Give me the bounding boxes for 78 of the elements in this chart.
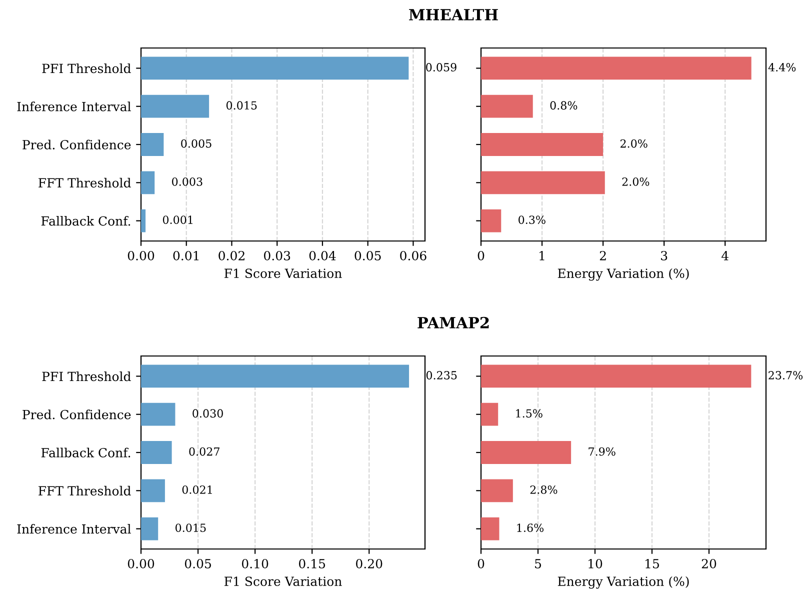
x-tick-label: 0.20 [356,558,382,568]
data-label: 2.8% [530,485,558,494]
y-tick-label: FFT Threshold [38,486,131,496]
x-tick-label: 1 [540,250,544,260]
x-tick-label: 0.15 [298,558,326,568]
x-tick-label: 0.03 [264,250,290,260]
x-axis-title: Energy Variation (%) [558,576,689,589]
y-tick-label: PFI Threshold [42,63,131,74]
bar [481,94,533,118]
x-tick-label: 0.05 [354,250,381,260]
data-label: 0.005 [181,139,212,148]
x-tick-label: 3 [661,250,668,260]
data-label: 23.7% [768,371,803,380]
x-tick-label: 20 [702,558,716,568]
x-tick-label: 0.02 [218,250,244,260]
x-tick-label: 0.10 [242,558,268,568]
x-tick-label: 0.00 [128,250,154,260]
bar [481,364,752,388]
x-axis-title: F1 Score Variation [224,576,342,586]
data-label: 0.001 [162,216,192,224]
bar [141,364,410,388]
bar [481,209,502,232]
data-label: 0.059 [426,63,456,72]
x-tick-label: 0.05 [184,558,211,568]
x-tick-label: 0 [478,558,484,568]
data-label: 1.5% [516,409,542,418]
data-label: 0.015 [176,524,206,532]
bar [141,133,164,156]
data-label: 4.4% [768,63,796,72]
chart-title: PAMAP2 [418,316,489,328]
x-axis-title: F1 Score Variation [224,268,342,278]
bar [481,56,752,80]
bar [141,402,176,426]
y-tick-label: Pred. Confidence [22,140,131,150]
data-label: 7.9% [588,447,616,456]
x-tick-label: 0.00 [128,558,154,568]
x-tick-label: 4 [722,250,728,260]
data-label: 0.8% [550,101,578,110]
bar [481,133,604,156]
y-tick-label: Fallback Conf. [41,216,130,226]
y-tick-label: PFI Threshold [42,371,131,382]
data-label: 2.0% [620,139,648,148]
data-label: 0.235 [426,371,457,380]
bar [481,517,500,540]
y-tick-label: Fallback Conf. [41,448,130,458]
x-tick-label: 10 [588,558,602,568]
bar [141,441,172,464]
bar [141,517,158,540]
bar [141,56,409,80]
y-tick-label: FFT Threshold [38,178,131,188]
data-label: 0.027 [189,447,220,456]
bar [141,479,165,502]
x-tick-label: 0 [478,250,484,260]
data-label: 2.0% [622,177,650,186]
x-axis-title: Energy Variation (%) [558,268,689,281]
y-tick-label: Inference Interval [17,102,131,112]
bar [141,171,155,194]
data-label: 0.021 [182,485,212,494]
x-tick-label: 0.04 [309,250,336,260]
x-tick-label: 2 [600,250,606,260]
data-label: 0.030 [192,409,223,418]
bar [481,479,513,502]
y-tick-label: Pred. Confidence [22,410,131,420]
bar [481,402,498,426]
chart-title: MHEALTH [409,9,498,20]
x-tick-label: 15 [646,558,659,568]
data-label: 0.003 [172,177,202,186]
x-tick-label: 5 [535,559,542,568]
data-label: 0.015 [226,101,257,110]
bar [141,94,210,118]
x-tick-label: 0.01 [173,250,199,260]
x-tick-label: 0.06 [400,250,426,260]
data-label: 0.3% [518,216,546,224]
bar [481,171,605,194]
data-label: 1.6% [517,524,544,532]
y-tick-label: Inference Interval [17,524,131,534]
bar [481,441,572,464]
bar [141,209,146,232]
